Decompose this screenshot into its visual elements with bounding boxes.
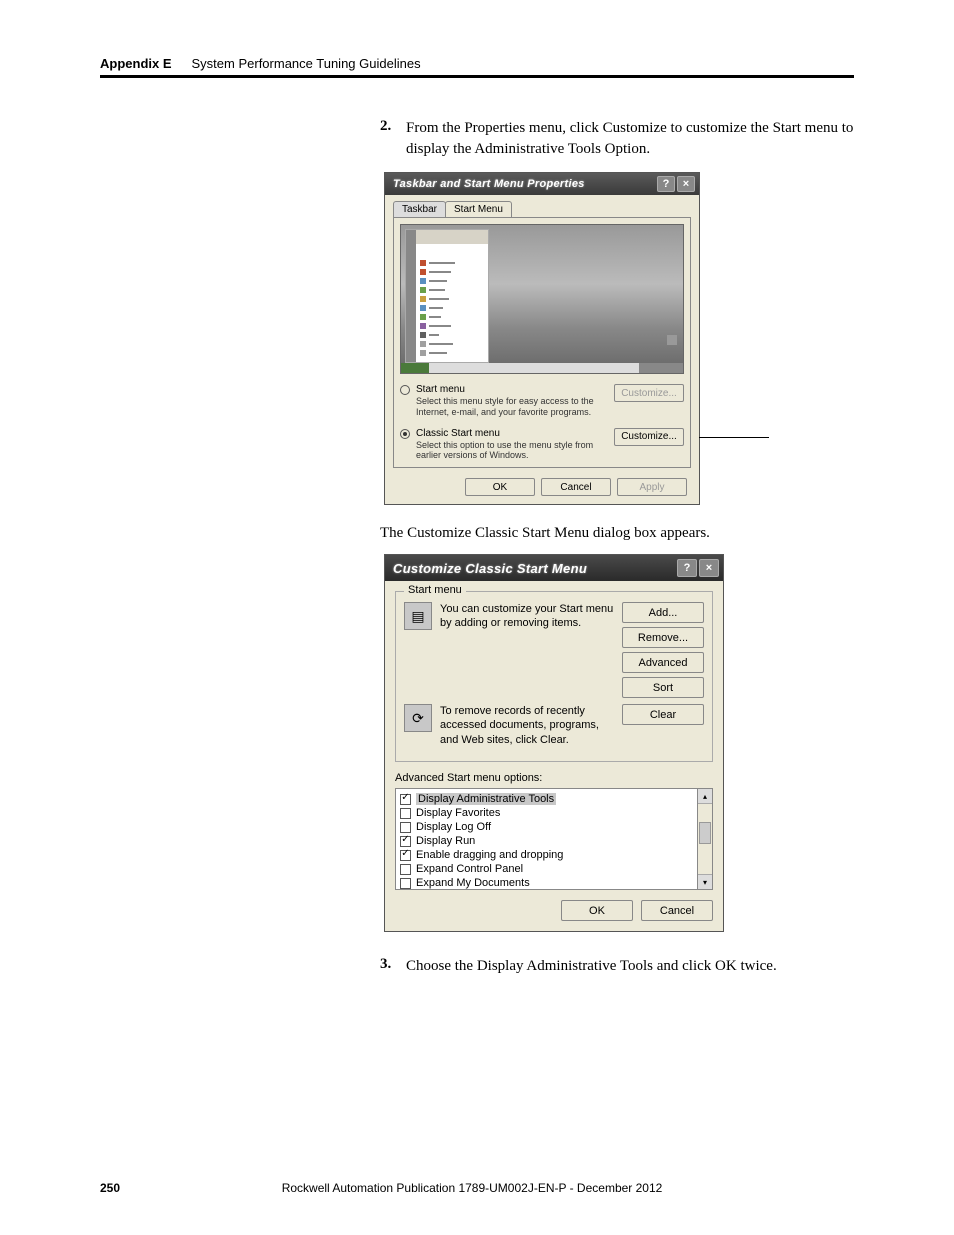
dialog1-title: Taskbar and Start Menu Properties <box>393 178 585 190</box>
option-item[interactable]: Display Run <box>400 834 693 848</box>
appendix-label: Appendix E <box>100 56 172 71</box>
startmenu-radio[interactable] <box>400 385 410 395</box>
option-label: Expand Control Panel <box>416 863 523 875</box>
ok-button[interactable]: OK <box>465 478 535 496</box>
cancel-button[interactable]: Cancel <box>541 478 611 496</box>
option-checkbox[interactable] <box>400 836 411 847</box>
ok-button[interactable]: OK <box>561 900 633 921</box>
option-checkbox[interactable] <box>400 850 411 861</box>
step-3-text: Choose the Display Administrative Tools … <box>406 956 777 977</box>
startmenu-radio-label: Start menu <box>416 384 465 395</box>
option-item[interactable]: Display Administrative Tools <box>400 792 693 806</box>
clear-desc-text: To remove records of recently accessed d… <box>440 704 614 747</box>
page-footer: 250 Rockwell Automation Publication 1789… <box>100 1181 854 1195</box>
option-item[interactable]: Expand Control Panel <box>400 862 693 876</box>
step-2-number: 2. <box>380 118 398 160</box>
advanced-options-label: Advanced Start menu options: <box>395 772 713 784</box>
page-number: 250 <box>100 1181 120 1195</box>
dialog2-footer: OK Cancel <box>395 900 713 921</box>
option-label: Enable dragging and dropping <box>416 849 563 861</box>
startmenu-tab[interactable]: Start Menu <box>445 201 512 217</box>
step-2-text: From the Properties menu, click Customiz… <box>406 118 854 160</box>
startmenu-preview-image <box>400 224 684 374</box>
step-2: 2. From the Properties menu, click Custo… <box>380 118 854 160</box>
scroll-up-button[interactable]: ▴ <box>698 789 712 804</box>
option-label: Display Favorites <box>416 807 500 819</box>
option-label: Display Administrative Tools <box>416 793 556 805</box>
step-3: 3. Choose the Display Administrative Too… <box>380 956 854 977</box>
sort-button[interactable]: Sort <box>622 677 704 698</box>
taskbar-tab[interactable]: Taskbar <box>393 201 446 217</box>
dialog1-titlebar: Taskbar and Start Menu Properties ? × <box>385 173 699 195</box>
taskbar-properties-dialog: Taskbar and Start Menu Properties ? × Ta… <box>384 172 700 505</box>
option-label: Expand My Documents <box>416 877 530 889</box>
customize-classic-dialog: Customize Classic Start Menu ? × Start m… <box>384 554 724 932</box>
remove-button[interactable]: Remove... <box>622 627 704 648</box>
startmenu-icon: ▤ <box>404 602 432 630</box>
classic-radio-label: Classic Start menu <box>416 428 500 439</box>
option-item[interactable]: Expand My Documents <box>400 876 693 890</box>
option-checkbox[interactable] <box>400 864 411 875</box>
publication-info: Rockwell Automation Publication 1789-UM0… <box>282 1181 663 1195</box>
clear-icon: ⟳ <box>404 704 432 732</box>
help-button[interactable]: ? <box>657 176 675 192</box>
advanced-button[interactable]: Advanced <box>622 652 704 673</box>
customize-desc-text: You can customize your Start menu by add… <box>440 602 614 631</box>
advanced-options-listbox: Display Administrative Tools Display Favo… <box>395 788 713 890</box>
close-button[interactable]: × <box>677 176 695 192</box>
dialog1-footer: OK Cancel Apply <box>393 472 691 496</box>
appendix-title: System Performance Tuning Guidelines <box>192 56 421 71</box>
add-button[interactable]: Add... <box>622 602 704 623</box>
scroll-thumb[interactable] <box>699 822 711 844</box>
dialog1-tabstrip: Taskbar Start Menu <box>393 201 691 217</box>
dialog2-title: Customize Classic Start Menu <box>393 561 587 576</box>
dialog2-titlebar: Customize Classic Start Menu ? × <box>385 555 723 581</box>
option-item[interactable]: Display Log Off <box>400 820 693 834</box>
startmenu-option-row: Start menu Select this menu style for ea… <box>400 384 684 418</box>
help-button[interactable]: ? <box>677 559 697 577</box>
startmenu-radio-desc: Select this menu style for easy access t… <box>416 396 608 418</box>
close-button[interactable]: × <box>699 559 719 577</box>
option-checkbox[interactable] <box>400 794 411 805</box>
groupbox-legend: Start menu <box>404 584 466 596</box>
option-label: Display Log Off <box>416 821 491 833</box>
option-label: Display Run <box>416 835 475 847</box>
startmenu-groupbox: Start menu ▤ You can customize your Star… <box>395 591 713 762</box>
callout-arrow <box>699 437 769 438</box>
startmenu-tab-panel: Start menu Select this menu style for ea… <box>393 217 691 468</box>
scroll-down-button[interactable]: ▾ <box>698 874 712 889</box>
classic-radio[interactable] <box>400 429 410 439</box>
clear-button[interactable]: Clear <box>622 704 704 725</box>
option-item[interactable]: Enable dragging and dropping <box>400 848 693 862</box>
option-checkbox[interactable] <box>400 878 411 889</box>
listbox-scrollbar[interactable]: ▴ ▾ <box>697 788 713 890</box>
option-item[interactable]: Display Favorites <box>400 806 693 820</box>
customize-classic-button[interactable]: Customize... <box>614 428 684 446</box>
cancel-button[interactable]: Cancel <box>641 900 713 921</box>
step-3-number: 3. <box>380 956 398 977</box>
page-header: Appendix E System Performance Tuning Gui… <box>100 56 854 78</box>
option-checkbox[interactable] <box>400 808 411 819</box>
classic-option-row: Classic Start menu Select this option to… <box>400 428 684 462</box>
caption-1: The Customize Classic Start Menu dialog … <box>380 525 854 542</box>
classic-radio-desc: Select this option to use the menu style… <box>416 440 608 462</box>
customize-startmenu-button: Customize... <box>614 384 684 402</box>
option-checkbox[interactable] <box>400 822 411 833</box>
apply-button: Apply <box>617 478 687 496</box>
